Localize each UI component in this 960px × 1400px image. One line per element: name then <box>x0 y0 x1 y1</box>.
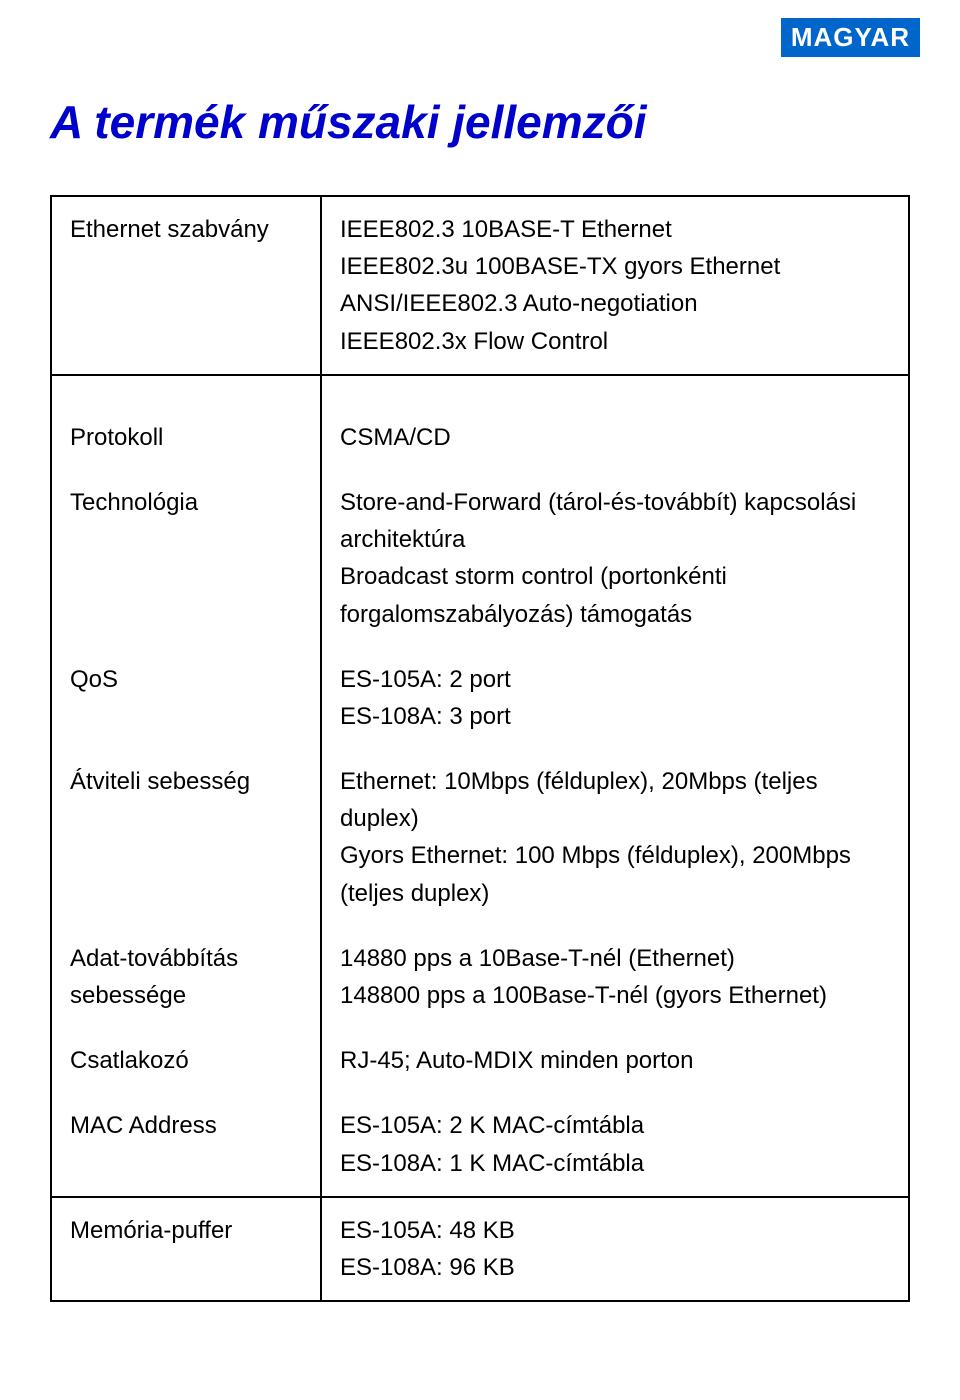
memoria-label: Memória-puffer <box>51 1197 321 1301</box>
table-row: Átviteli sebesség Ethernet: 10Mbps (féld… <box>51 749 909 926</box>
table-row: Ethernet szabvány IEEE802.3 10BASE-T Eth… <box>51 196 909 375</box>
table-row: Technológia Store-and-Forward (tárol-és-… <box>51 470 909 647</box>
ethernet-label: Ethernet szabvány <box>51 196 321 375</box>
page-title: A termék műszaki jellemzői <box>50 95 647 149</box>
atviteli-value: Ethernet: 10Mbps (félduplex), 20Mbps (te… <box>321 749 909 926</box>
mac-label: MAC Address <box>51 1093 321 1196</box>
csatlakozo-label: Csatlakozó <box>51 1028 321 1093</box>
ethernet-value: IEEE802.3 10BASE-T EthernetIEEE802.3u 10… <box>321 196 909 375</box>
table-row: Adat-továbbítás sebessége 14880 pps a 10… <box>51 926 909 1028</box>
language-badge: MAGYAR <box>781 18 920 57</box>
csatlakozo-value: RJ-45; Auto-MDIX minden porton <box>321 1028 909 1093</box>
adat-label: Adat-továbbítás sebessége <box>51 926 321 1028</box>
blank-cell <box>51 375 321 405</box>
mac-value: ES-105A: 2 K MAC-címtáblaES-108A: 1 K MA… <box>321 1093 909 1196</box>
table-row: QoS ES-105A: 2 portES-108A: 3 port <box>51 647 909 749</box>
protokoll-value: CSMA/CD <box>321 405 909 470</box>
atviteli-label: Átviteli sebesség <box>51 749 321 926</box>
technologia-label: Technológia <box>51 470 321 647</box>
protokoll-label: Protokoll <box>51 405 321 470</box>
technologia-value: Store-and-Forward (tárol-és-továbbít) ka… <box>321 470 909 647</box>
blank-cell <box>321 375 909 405</box>
qos-value: ES-105A: 2 portES-108A: 3 port <box>321 647 909 749</box>
table-blank-row <box>51 375 909 405</box>
memoria-value: ES-105A: 48 KBES-108A: 96 KB <box>321 1197 909 1301</box>
table-row: Csatlakozó RJ-45; Auto-MDIX minden porto… <box>51 1028 909 1093</box>
qos-label: QoS <box>51 647 321 749</box>
table-row: MAC Address ES-105A: 2 K MAC-címtáblaES-… <box>51 1093 909 1196</box>
table-row: Memória-puffer ES-105A: 48 KBES-108A: 96… <box>51 1197 909 1301</box>
specs-table: Ethernet szabvány IEEE802.3 10BASE-T Eth… <box>50 195 910 1302</box>
table-row: Protokoll CSMA/CD <box>51 405 909 470</box>
adat-value: 14880 pps a 10Base-T-nél (Ethernet)14880… <box>321 926 909 1028</box>
